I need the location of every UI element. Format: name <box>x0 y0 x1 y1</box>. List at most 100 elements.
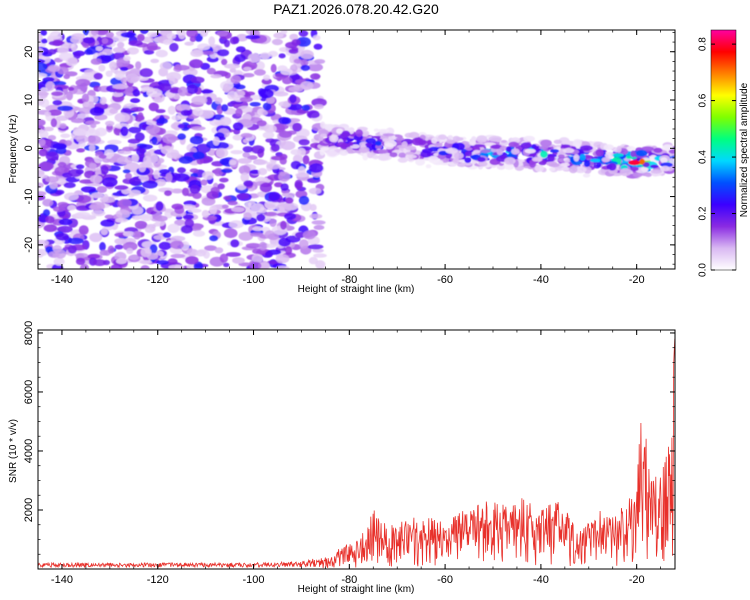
colorbar-label: Normalized spectral amplitude <box>739 82 750 217</box>
heatmap-cell <box>118 198 132 208</box>
heatmap-cell <box>146 88 163 98</box>
heatmap-cell <box>192 107 204 117</box>
heatmap-cell <box>292 122 302 132</box>
heatmap-cell <box>189 168 199 173</box>
heatmap-cell <box>149 244 158 254</box>
heatmap-cell <box>397 157 408 163</box>
heatmap-cell <box>138 144 153 150</box>
x-tick-label: -140 <box>51 574 73 586</box>
heatmap-cell <box>109 108 118 114</box>
heatmap-cell <box>89 106 105 116</box>
heatmap-cell <box>445 147 458 154</box>
heatmap-cell <box>127 47 139 55</box>
heatmap-cell <box>284 212 297 220</box>
heatmap-cell <box>626 145 636 152</box>
heatmap-cell <box>202 171 214 180</box>
x-tick-label: -40 <box>533 274 549 286</box>
snr-x-ticks: -140 -120 -100 -80 -60 -40 -20 <box>37 330 661 586</box>
heatmap-cell <box>192 230 206 237</box>
heatmap-cell <box>650 169 663 174</box>
heatmap-cell <box>250 232 264 237</box>
heatmap-cell <box>171 115 182 121</box>
heatmap-cell <box>288 48 299 54</box>
heatmap-cell <box>254 69 266 76</box>
heatmap-cell <box>45 215 55 224</box>
heatmap-cell <box>164 208 174 213</box>
heatmap-cell <box>572 139 583 147</box>
heatmap-cell <box>222 83 230 93</box>
heatmap-cell <box>288 86 304 92</box>
heatmap-cell <box>142 180 158 189</box>
heatmap-cell <box>167 258 178 265</box>
heatmap-cell <box>293 58 302 64</box>
heatmap-cell <box>38 129 45 134</box>
heatmap-cell <box>170 240 184 249</box>
heatmap-cell <box>258 168 268 176</box>
heatmap-cell <box>300 49 314 60</box>
snr-frame <box>37 329 676 570</box>
heatmap-cell <box>405 145 417 151</box>
heatmap-cell <box>358 146 370 153</box>
heatmap-cell <box>540 139 552 147</box>
heatmap-cell <box>132 215 142 221</box>
heatmap-cell <box>116 156 133 165</box>
heatmap-cell <box>98 64 106 72</box>
heatmap-cell <box>645 173 652 178</box>
heatmap-cell <box>122 146 135 152</box>
heatmap-cell <box>314 59 326 64</box>
heatmap-cell <box>378 149 389 154</box>
heatmap-cell <box>38 96 45 106</box>
heatmap-cell <box>105 31 114 38</box>
heatmap-cell <box>313 43 323 50</box>
heatmap-cell <box>104 214 114 219</box>
y-tick-label: 8000 <box>23 321 35 345</box>
heatmap-cell <box>71 43 78 52</box>
heatmap-cell <box>87 254 101 259</box>
heatmap-cell <box>382 133 395 137</box>
heatmap-cell <box>415 158 425 166</box>
heatmap-cell <box>608 163 617 171</box>
y-tick-label: 20 <box>23 46 35 58</box>
heatmap-cell <box>308 111 320 119</box>
heatmap-cell <box>44 126 54 132</box>
heatmap-cell <box>240 172 250 183</box>
heatmap-cell <box>229 159 237 166</box>
heatmap-cell <box>45 81 55 91</box>
heatmap-cell <box>129 177 142 186</box>
heatmap-cell <box>520 142 532 149</box>
heatmap-cell <box>224 39 230 48</box>
heatmap-cell <box>52 39 63 47</box>
spectrogram-x-ticks: -140 -120 -100 -80 -60 -40 -20 <box>37 30 661 286</box>
heatmap-cell <box>341 130 351 138</box>
heatmap-cell <box>123 55 131 62</box>
heatmap-cell <box>362 153 369 161</box>
heatmap-cell <box>205 96 213 106</box>
heatmap-cell <box>560 162 570 167</box>
heatmap-cell <box>236 193 250 200</box>
heatmap-cell <box>151 136 158 145</box>
heatmap-cell <box>72 51 81 59</box>
heatmap-cell <box>478 161 488 167</box>
heatmap-cell <box>102 177 118 188</box>
heatmap-cell <box>195 249 207 257</box>
heatmap-cell <box>421 148 433 154</box>
heatmap-cell <box>137 112 144 121</box>
heatmap-cell <box>232 122 244 131</box>
heatmap-cell <box>538 145 549 150</box>
x-tick-label: -120 <box>147 574 169 586</box>
spectrogram-y-label: Frequency (Hz) <box>8 115 19 184</box>
heatmap-cell <box>229 36 238 45</box>
heatmap-cell <box>395 137 405 141</box>
heatmap-cell <box>278 117 290 125</box>
heatmap-cell <box>164 190 172 197</box>
heatmap-cell <box>548 163 560 168</box>
heatmap-cell <box>101 37 109 44</box>
heatmap-cell <box>125 73 140 84</box>
heatmap-cell <box>336 128 343 134</box>
heatmap-cell <box>258 241 267 251</box>
heatmap-cell <box>212 136 220 146</box>
colorbar-bar <box>710 29 737 271</box>
spectrogram-y-ticks: -20 -10 0 10 20 <box>23 32 675 265</box>
heatmap-cell <box>148 102 159 112</box>
